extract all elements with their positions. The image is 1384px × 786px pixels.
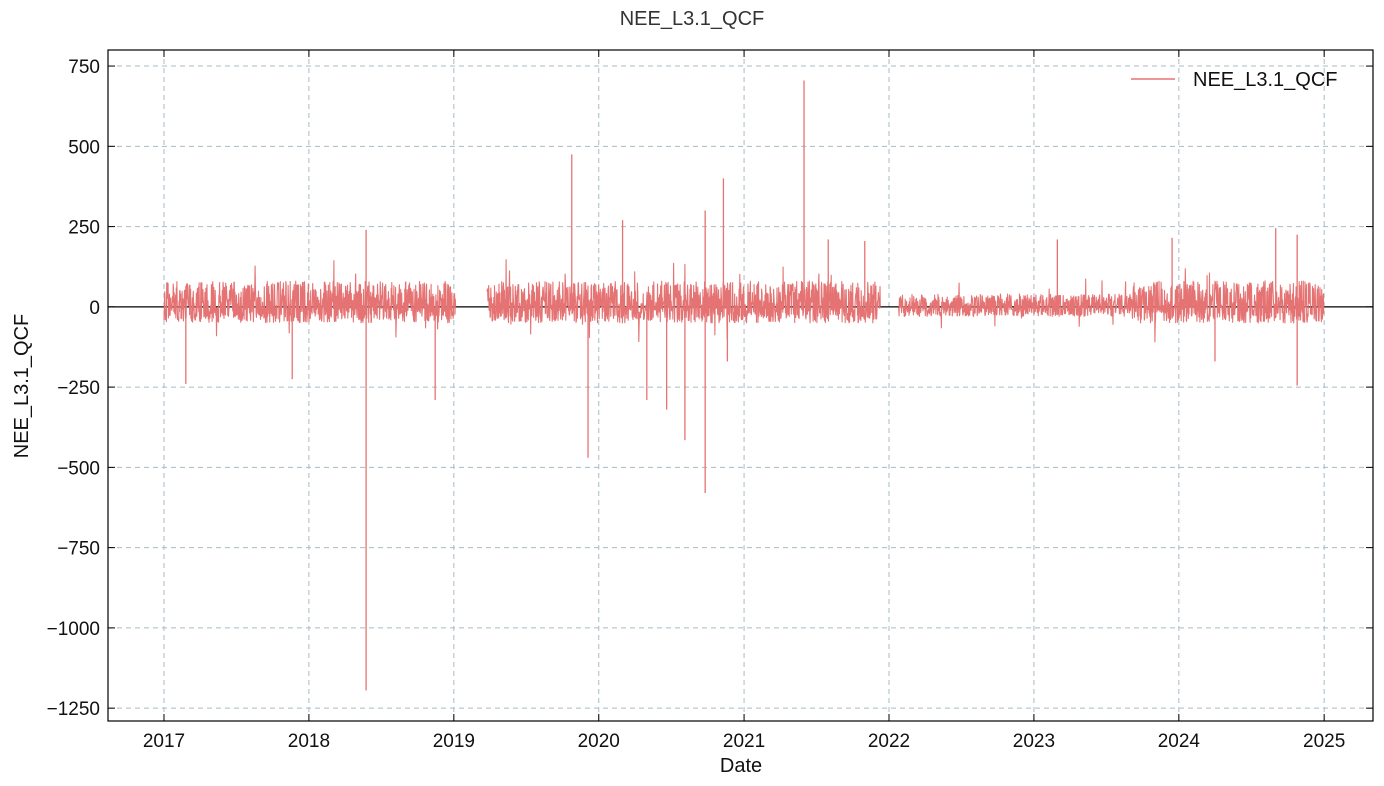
x-tick-label: 2022 [868, 731, 910, 752]
x-axis-title: Date [720, 755, 762, 777]
y-tick-label: −1000 [47, 619, 100, 640]
grid-lines [108, 50, 1373, 721]
plot-frame [107, 49, 1374, 722]
y-tick-label: 0 [89, 298, 100, 319]
tick-marks [108, 50, 1373, 721]
x-tick-labels: 2017 2018 2019 2020 2021 2022 2023 2024 2025 [143, 731, 1345, 752]
y-axis-title: NEE_L3.1_QCF [11, 314, 33, 459]
y-tick-labels: 750 500 250 0 −250 −500 −750 −1000 −1250 [47, 57, 100, 720]
y-tick-label: 750 [68, 57, 100, 78]
x-tick-label: 2024 [1158, 731, 1201, 752]
x-tick-label: 2017 [143, 731, 185, 752]
y-tick-label: −250 [57, 378, 100, 399]
y-tick-label: −1250 [47, 699, 100, 720]
series-line [163, 259, 1325, 343]
y-tick-label: 250 [68, 218, 100, 239]
x-tick-label: 2021 [723, 731, 765, 752]
series-layer [163, 80, 1325, 691]
y-tick-label: −500 [57, 458, 100, 479]
legend: NEE_L3.1_QCF [1131, 69, 1338, 91]
x-tick-label: 2020 [578, 731, 620, 752]
chart-title: NEE_L3.1_QCF [620, 8, 765, 30]
legend-label: NEE_L3.1_QCF [1193, 69, 1338, 91]
x-tick-label: 2023 [1013, 731, 1055, 752]
x-tick-label: 2025 [1303, 731, 1345, 752]
y-tick-label: −750 [57, 539, 100, 560]
plot-background [108, 50, 1373, 721]
x-tick-label: 2019 [433, 731, 475, 752]
x-tick-label: 2018 [288, 731, 330, 752]
y-tick-label: 500 [68, 137, 100, 158]
